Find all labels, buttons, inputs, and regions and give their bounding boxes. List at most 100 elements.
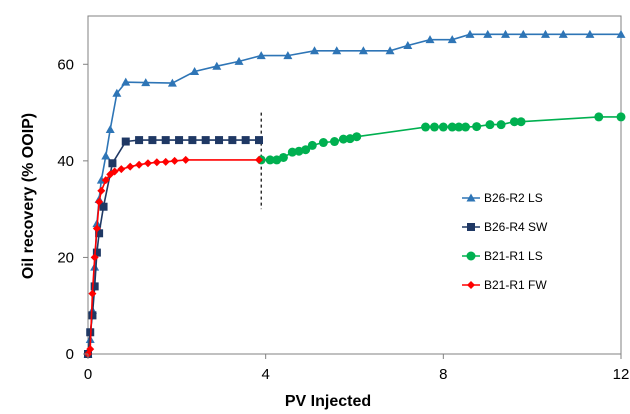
legend-label: B26-R4 SW: [484, 220, 548, 234]
data-point: [421, 122, 431, 132]
data-point: [483, 29, 493, 38]
x-axis-title: PV Injected: [285, 393, 371, 410]
data-point: [438, 122, 448, 132]
data-point: [88, 311, 97, 320]
axes-group: 0 4 8 12 0 20 40 60: [57, 56, 629, 383]
data-point: [358, 46, 368, 55]
data-point: [121, 77, 131, 86]
data-point: [485, 120, 495, 130]
data-point: [90, 282, 99, 291]
data-point: [135, 160, 144, 169]
legend-marker: [466, 193, 476, 202]
legend-marker: [467, 281, 475, 289]
data-point: [234, 56, 244, 65]
data-point: [92, 224, 101, 233]
plot-area: [87, 15, 622, 355]
data-point: [215, 136, 224, 145]
legend-marker: [467, 223, 475, 231]
x-tick-label: 12: [613, 366, 630, 383]
data-point: [86, 345, 95, 354]
data-point: [516, 117, 526, 127]
data-point: [95, 229, 104, 238]
data-point: [141, 78, 151, 87]
series-b21-r1-ls: [256, 112, 626, 165]
data-point: [126, 162, 135, 171]
data-point: [161, 157, 170, 166]
x-tick-label: 8: [439, 366, 447, 383]
data-point: [190, 67, 200, 76]
data-point: [95, 197, 104, 206]
data-point: [170, 156, 179, 165]
data-point: [90, 253, 99, 262]
data-point: [301, 145, 311, 155]
data-point: [465, 29, 475, 38]
data-point: [105, 124, 115, 133]
data-point: [447, 35, 457, 44]
data-point: [167, 78, 177, 87]
y-tick-label: 0: [66, 346, 74, 363]
series-group: [83, 29, 626, 358]
data-point: [143, 159, 152, 168]
data-point: [117, 165, 126, 174]
legend-label: B21-R1 FW: [484, 278, 547, 292]
data-point: [212, 61, 222, 70]
data-point: [318, 138, 328, 148]
data-point: [152, 158, 161, 167]
data-point: [540, 29, 550, 38]
data-point: [121, 137, 130, 146]
data-point: [101, 151, 111, 160]
data-point: [429, 122, 439, 132]
data-point: [148, 136, 157, 145]
data-point: [330, 137, 340, 147]
data-point: [558, 29, 568, 38]
data-point: [616, 112, 626, 122]
data-point: [256, 51, 266, 60]
data-point: [501, 29, 511, 38]
legend: B26-R2 LS B26-R4 SW B21-R1 LS B21-R1 FW: [462, 191, 548, 292]
data-point: [616, 29, 626, 38]
data-point: [201, 136, 210, 145]
legend-label: B21-R1 LS: [484, 249, 543, 263]
data-point: [385, 46, 395, 55]
data-point: [99, 202, 108, 211]
data-point: [241, 136, 250, 145]
data-point: [135, 136, 144, 145]
y-axis-title: Oil recovery (% OOIP): [20, 113, 37, 279]
data-point: [509, 117, 519, 127]
data-point: [265, 155, 275, 165]
legend-label: B26-R2 LS: [484, 191, 543, 205]
data-point: [461, 122, 471, 132]
data-point: [108, 159, 117, 168]
legend-marker: [466, 251, 476, 261]
data-point: [425, 35, 435, 44]
data-point: [518, 29, 528, 38]
data-point: [161, 136, 170, 145]
data-point: [310, 46, 320, 55]
data-point: [101, 176, 110, 185]
data-point: [454, 122, 464, 132]
y-tick-label: 60: [57, 56, 74, 73]
y-tick-label: 20: [57, 249, 74, 266]
y-tick-label: 40: [57, 153, 74, 170]
data-point: [92, 248, 101, 257]
data-point: [175, 136, 184, 145]
data-point: [97, 186, 106, 195]
data-point: [283, 51, 293, 60]
data-point: [594, 112, 604, 122]
data-point: [181, 155, 190, 164]
data-point: [287, 147, 297, 157]
data-point: [447, 122, 457, 132]
data-point: [188, 136, 197, 145]
x-tick-label: 4: [261, 366, 269, 383]
data-point: [338, 134, 348, 144]
data-point: [496, 120, 506, 130]
data-point: [112, 88, 122, 97]
data-point: [307, 140, 317, 150]
data-point: [585, 29, 595, 38]
data-point: [352, 132, 362, 142]
series-b26-r4-sw: [84, 136, 264, 358]
data-point: [278, 152, 288, 162]
data-point: [88, 289, 97, 298]
data-point: [228, 136, 237, 145]
